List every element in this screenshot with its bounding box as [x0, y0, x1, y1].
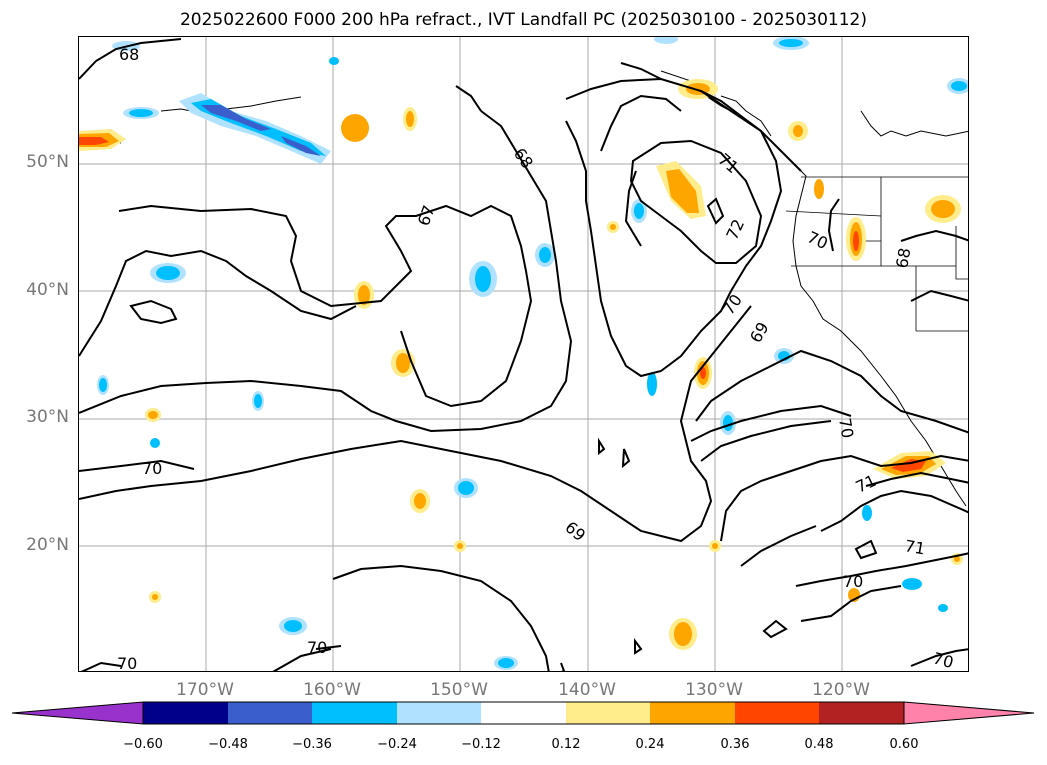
- graticule: [79, 37, 968, 671]
- map-svg: 68 68 67 72 71 70 70 69 68 70 70 71 69 7…: [79, 37, 968, 672]
- contour-label: 68: [119, 45, 139, 64]
- colorbar-tick: 0.48: [804, 737, 834, 752]
- colorbar-tick: 0.60: [889, 737, 919, 752]
- colorbar-tick: 0.24: [635, 737, 665, 752]
- contour-label: 72: [722, 216, 748, 242]
- contour-lines: [79, 38, 968, 671]
- colorbar-bin: [650, 702, 735, 724]
- contour-label-group: 68 68 67 72 71 70 70 69 68 70 70 71 69 7…: [117, 45, 956, 672]
- colorbar-bin: [819, 702, 904, 724]
- contour-label: 70: [804, 227, 830, 253]
- contour-label: 69: [561, 518, 589, 546]
- colorbar-bin: [566, 702, 650, 724]
- colorbar-tick: −0.60: [123, 737, 163, 752]
- contour-label: 70: [307, 638, 327, 657]
- lat-label-30n: 30°N: [26, 407, 69, 427]
- map-title: 2025022600 F000 200 hPa refract., IVT La…: [179, 10, 867, 30]
- lon-label-130w: 130°W: [685, 680, 743, 700]
- colorbar-tick: −0.24: [377, 737, 417, 752]
- colorbar-bin: [228, 702, 312, 724]
- lon-label-150w: 150°W: [430, 680, 488, 700]
- colorbar-bin: [735, 702, 819, 724]
- contour-label: 70: [835, 416, 857, 439]
- colorbar-tick: −0.48: [208, 737, 248, 752]
- contour-label: 70: [117, 654, 137, 672]
- colorbar: [11, 701, 1035, 725]
- negative-anomaly-shading: [97, 37, 968, 670]
- colorbar-extend-low: [11, 701, 144, 725]
- lon-label-140w: 140°W: [558, 680, 616, 700]
- contour-label: 70: [931, 649, 956, 672]
- lon-label-170w: 170°W: [176, 680, 234, 700]
- colorbar-tick: 0.36: [720, 737, 750, 752]
- colorbar-bin: [481, 702, 566, 724]
- contour-label: 70: [142, 459, 162, 478]
- contour-label: 70: [843, 572, 863, 591]
- lon-label-120w: 120°W: [812, 680, 870, 700]
- colorbar-tick: −0.36: [292, 737, 332, 752]
- colorbar-tick: −0.12: [461, 737, 501, 752]
- map-panel[interactable]: 68 68 67 72 71 70 70 69 68 70 70 71 69 7…: [78, 36, 969, 672]
- contour-label: 69: [746, 319, 773, 346]
- lat-label-50n: 50°N: [26, 152, 69, 172]
- contour-label: 71: [853, 471, 879, 497]
- lon-label-160w: 160°W: [303, 680, 361, 700]
- colorbar-bin: [143, 702, 228, 724]
- contour-label: 70: [719, 291, 746, 319]
- contour-label: 68: [892, 246, 914, 269]
- contour-label: 67: [414, 203, 439, 229]
- political-borders: [785, 176, 968, 332]
- colorbar-bin: [397, 702, 481, 724]
- colorbar-extend-high: [903, 701, 1035, 725]
- lat-label-40n: 40°N: [26, 280, 69, 300]
- colorbar-bin: [312, 702, 397, 724]
- colorbar-tick: 0.12: [551, 737, 581, 752]
- lat-label-20n: 20°N: [26, 535, 69, 555]
- contour-label: 71: [903, 536, 926, 558]
